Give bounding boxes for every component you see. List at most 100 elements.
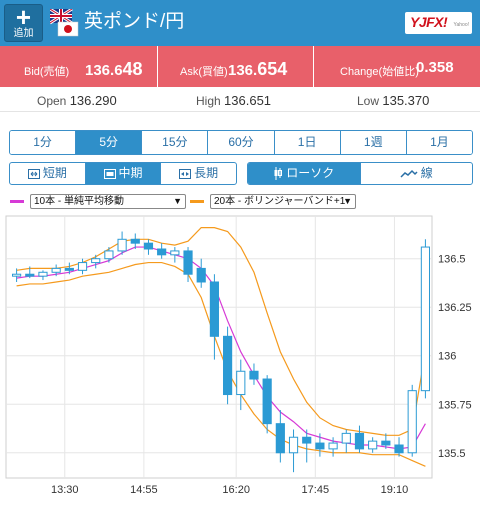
candle-body	[262, 378, 272, 425]
y-tick-label: 136.5	[438, 254, 466, 266]
tab-5min[interactable]: 5分	[76, 131, 143, 154]
candle-body	[38, 271, 48, 277]
tab-candlestick[interactable]: ローソク	[248, 163, 361, 184]
line-chart-icon	[400, 169, 418, 178]
change-cell: Change(始値比) 0.358	[314, 46, 480, 87]
tab-1week[interactable]: 1週	[340, 131, 407, 154]
candle-body	[77, 262, 88, 271]
candle-body	[341, 432, 351, 444]
tab-60min[interactable]: 60分	[208, 131, 275, 154]
sma-select[interactable]: 10本 - 単純平均移動 ▼	[30, 194, 186, 209]
bid-value: 136.648	[85, 59, 143, 80]
chart-type-tabs: ローソク 線	[247, 162, 473, 185]
sma-swatch	[10, 200, 24, 203]
add-button[interactable]: + 追加	[4, 4, 43, 42]
currency-flags-icon	[50, 9, 79, 37]
candle-body	[420, 246, 430, 392]
x-tick-label: 16:20	[222, 484, 250, 496]
candle-body	[407, 390, 417, 454]
change-value: 0.358	[416, 59, 454, 76]
long-term-icon	[179, 168, 192, 179]
add-button-label: 追加	[13, 28, 34, 39]
open-label: Open	[37, 94, 67, 108]
candle-body	[368, 440, 378, 450]
short-term-label: 短期	[42, 166, 67, 180]
candle-body	[143, 242, 154, 250]
bollinger-swatch	[190, 200, 204, 203]
bid-cell: Bid(売値) 136.648	[0, 46, 157, 87]
candle-body	[288, 436, 299, 454]
candle-body	[104, 250, 114, 260]
change-label: Change(始値比)	[340, 66, 419, 78]
price-chart[interactable]: 136.5 136.25 136 135.75 135.5 13:30 14:55 16:20…	[0, 212, 480, 507]
candlestick-label: ローソク	[286, 166, 335, 180]
candle-body	[157, 248, 167, 256]
plus-icon: +	[15, 2, 32, 32]
header-bar: + 追加 英ポンド/円 YJFX! Yahoo!	[0, 0, 480, 46]
candle-body	[381, 440, 391, 446]
chevron-down-icon: ▼	[343, 196, 352, 206]
tab-1min[interactable]: 1分	[10, 131, 77, 154]
broker-logo-text: YJFX!	[410, 14, 448, 30]
range-row: Open 136.290 High 136.651 Low 135.370	[0, 87, 480, 112]
low-label: Low	[357, 94, 380, 108]
ask-label: Ask(買値)	[180, 66, 228, 78]
timeframe-tabs: 1分 5分 15分 60分 1日 1週 1月	[9, 130, 473, 155]
open-cell: Open 136.290	[37, 93, 117, 108]
high-label: High	[196, 94, 221, 108]
ask-value-big: 654	[257, 59, 288, 79]
ask-cell: Ask(買値) 136.654	[158, 46, 313, 87]
candle-body	[302, 436, 312, 444]
bollinger-select[interactable]: 20本 - ボリンジャーバンド+1 ▼	[210, 194, 356, 209]
candle-body	[249, 370, 259, 380]
mid-term-icon	[103, 168, 116, 179]
candle-body	[170, 250, 180, 256]
candle-body	[51, 267, 61, 273]
candle-body	[117, 238, 127, 252]
quote-row: Bid(売値) 136.648 Ask(買値) 136.654 Change(始…	[0, 46, 480, 87]
low-value: 135.370	[382, 93, 430, 108]
broker-logo: YJFX! Yahoo!	[405, 12, 472, 34]
candle-body	[223, 335, 233, 396]
candle-body	[183, 250, 193, 275]
ask-value: 136.654	[228, 59, 287, 80]
low-cell: Low 135.370	[357, 93, 429, 108]
mid-term-label: 中期	[118, 166, 143, 180]
candle-body	[275, 423, 285, 454]
tab-1month[interactable]: 1月	[406, 131, 472, 154]
candle-body	[209, 281, 219, 337]
chevron-down-icon: ▼	[173, 196, 182, 206]
candlestick-icon	[274, 167, 283, 181]
high-cell: High 136.651	[196, 93, 271, 108]
bid-value-big: 48	[122, 59, 143, 79]
candle-body	[25, 273, 35, 277]
currency-pair-title: 英ポンド/円	[84, 11, 185, 32]
candle-body	[64, 267, 74, 271]
tab-1day[interactable]: 1日	[274, 131, 341, 154]
long-term-label: 長期	[194, 166, 219, 180]
bollinger-lower-line	[16, 261, 426, 467]
x-tick-label: 17:45	[302, 484, 330, 496]
candle-body	[236, 370, 246, 396]
y-tick-label: 135.75	[438, 399, 472, 411]
bid-label: Bid(売値)	[24, 66, 70, 78]
candle-body	[394, 444, 404, 454]
line-label: 線	[420, 166, 433, 180]
y-tick-label: 135.5	[438, 448, 466, 460]
x-tick-label: 14:55	[130, 484, 158, 496]
x-tick-label: 19:10	[381, 484, 409, 496]
sma-select-value: 10本 - 単純平均移動	[34, 196, 125, 207]
ask-value-main: 136.	[228, 62, 258, 79]
tab-line[interactable]: 線	[361, 163, 473, 184]
short-term-icon	[27, 168, 40, 179]
candle-body	[12, 273, 22, 277]
tab-mid-term[interactable]: 中期	[85, 163, 162, 184]
tab-15min[interactable]: 15分	[142, 131, 209, 154]
tab-short-term[interactable]: 短期	[10, 163, 86, 184]
bollinger-upper-line	[16, 227, 426, 436]
bollinger-select-value: 20本 - ボリンジャーバンド+1	[214, 196, 346, 207]
x-tick-label: 13:30	[51, 484, 79, 496]
candle-body	[315, 442, 325, 450]
y-tick-label: 136	[438, 351, 456, 363]
tab-long-term[interactable]: 長期	[161, 163, 236, 184]
